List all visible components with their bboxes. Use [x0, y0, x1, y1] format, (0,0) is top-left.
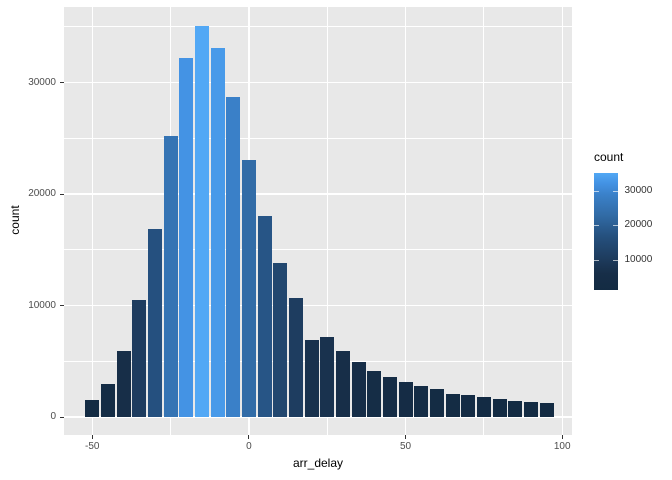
histogram-bar — [210, 48, 225, 417]
y-axis-title: count — [8, 205, 22, 235]
x-tick-label: -50 — [85, 441, 100, 452]
histogram-bar — [461, 394, 476, 417]
x-tick-label: 0 — [246, 441, 252, 452]
histogram-bar — [241, 159, 256, 417]
histogram-bar — [257, 216, 272, 417]
y-tick-mark — [60, 305, 64, 307]
histogram-bar — [429, 389, 444, 417]
y-tick-mark — [60, 416, 64, 418]
legend-tick-mark — [594, 225, 599, 227]
x-tick-mark — [405, 435, 407, 439]
histogram-bar — [539, 403, 554, 417]
y-grid-major — [64, 304, 572, 307]
y-tick-label: 0 — [50, 411, 56, 422]
histogram-bar — [179, 58, 194, 417]
x-grid-minor — [326, 7, 328, 435]
x-grid-major — [91, 7, 93, 435]
histogram-bar — [335, 351, 350, 417]
legend-tick-label: 20000 — [624, 219, 653, 231]
histogram-bar — [367, 370, 382, 417]
histogram-bar — [85, 400, 100, 417]
y-grid-minor — [64, 26, 572, 28]
histogram-bar — [226, 97, 241, 417]
y-tick-label: 20000 — [28, 188, 56, 200]
histogram-bar — [288, 297, 303, 417]
legend-tick-mark — [612, 225, 618, 227]
legend-tick-mark — [612, 260, 618, 261]
legend-tick-label: 10000 — [624, 254, 653, 265]
x-grid-major — [404, 7, 407, 435]
x-grid-minor — [483, 7, 485, 435]
histogram-bar — [414, 385, 429, 417]
histogram-bar — [476, 397, 491, 417]
y-grid-major — [64, 416, 572, 418]
histogram-bar — [523, 401, 538, 417]
legend-tick-mark — [594, 260, 599, 261]
histogram-bar — [194, 25, 209, 417]
histogram-bar — [304, 340, 319, 417]
histogram-bar — [116, 351, 131, 417]
legend-title: count — [594, 150, 624, 164]
y-tick-mark — [60, 82, 64, 84]
y-grid-minor — [64, 137, 572, 139]
histogram-bar — [398, 382, 413, 417]
histogram-bar — [492, 399, 507, 417]
y-grid-minor — [64, 249, 572, 251]
x-axis-title: arr_delay — [292, 456, 344, 470]
y-tick-label: 30000 — [28, 76, 56, 88]
x-tick-label: 100 — [553, 441, 571, 452]
y-grid-major — [64, 82, 572, 84]
y-grid-major — [64, 193, 572, 195]
histogram-bar — [445, 393, 460, 417]
x-grid-major — [561, 7, 563, 435]
histogram-bar — [100, 383, 115, 417]
legend-tick-mark — [594, 190, 599, 192]
y-tick-mark — [60, 193, 64, 195]
legend-gradient-bar — [594, 173, 618, 291]
histogram-bar — [163, 136, 178, 417]
x-tick-mark — [248, 435, 250, 439]
histogram-bar — [351, 362, 366, 417]
y-tick-label: 10000 — [28, 299, 56, 311]
histogram-bar — [508, 400, 523, 417]
histogram-bar — [320, 336, 335, 417]
histogram-bar — [132, 299, 147, 417]
histogram-bar — [147, 228, 162, 417]
legend-tick-mark — [612, 190, 618, 192]
histogram-bar — [273, 263, 288, 417]
x-tick-label: 50 — [399, 441, 412, 452]
plot-panel — [64, 7, 572, 435]
legend-tick-label: 30000 — [624, 184, 653, 196]
x-tick-mark — [561, 435, 563, 439]
x-tick-mark — [91, 435, 93, 439]
histogram-bar — [382, 377, 397, 417]
